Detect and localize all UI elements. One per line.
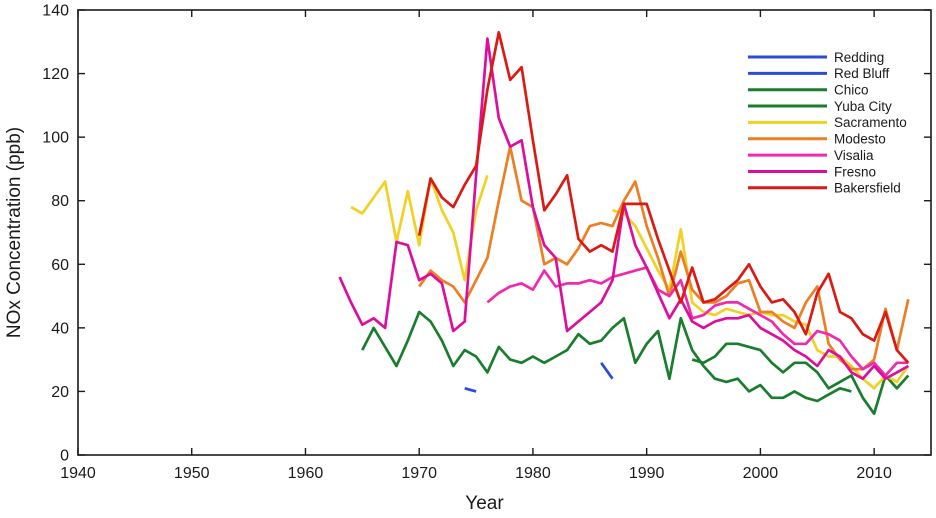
plot-box [77, 9, 932, 456]
series-line-redding [464, 386, 477, 393]
x-tick-label: 2010 [856, 465, 892, 482]
y-tick-label: 0 [60, 448, 69, 465]
legend-label-chico: Chico [834, 83, 869, 98]
legend-label-sacramento: Sacramento [834, 115, 907, 130]
x-tick-label: 1980 [515, 465, 551, 482]
y-tick-label: 40 [51, 320, 69, 337]
legend-label-modesto: Modesto [834, 132, 886, 147]
y-tick-label: 20 [51, 384, 69, 401]
y-tick-label: 120 [42, 66, 69, 83]
legend-label-redding: Redding [834, 50, 884, 65]
y-tick-label: 100 [42, 130, 69, 147]
x-axis-label: Year [465, 493, 504, 514]
y-tick-label: 80 [51, 193, 69, 210]
series-line-red-bluff [600, 362, 614, 380]
series-line-bakersfield [417, 30, 910, 364]
x-tick-label: 1940 [60, 465, 96, 482]
legend-label-visalia: Visalia [834, 148, 874, 163]
legend-label-bakersfield: Bakersfield [834, 181, 901, 196]
series-line-yuba-city [691, 342, 910, 416]
series-line-chico [361, 310, 852, 403]
x-tick-label: 1970 [401, 465, 437, 482]
x-tick-label: 1950 [174, 465, 210, 482]
y-axis-label: NOx Concentration (ppb) [4, 127, 25, 338]
legend-label-yuba-city: Yuba City [834, 99, 892, 114]
y-tick-label: 60 [51, 257, 69, 274]
legend-label-fresno: Fresno [834, 164, 876, 179]
legend-label-red-bluff: Red Bluff [834, 66, 890, 81]
series-line-visalia [486, 266, 909, 377]
x-tick-label: 1960 [288, 465, 324, 482]
x-tick-label: 2000 [743, 465, 779, 482]
x-tick-label: 1990 [629, 465, 665, 482]
series-line-sacramento [350, 174, 489, 282]
y-tick-label: 140 [42, 3, 69, 20]
